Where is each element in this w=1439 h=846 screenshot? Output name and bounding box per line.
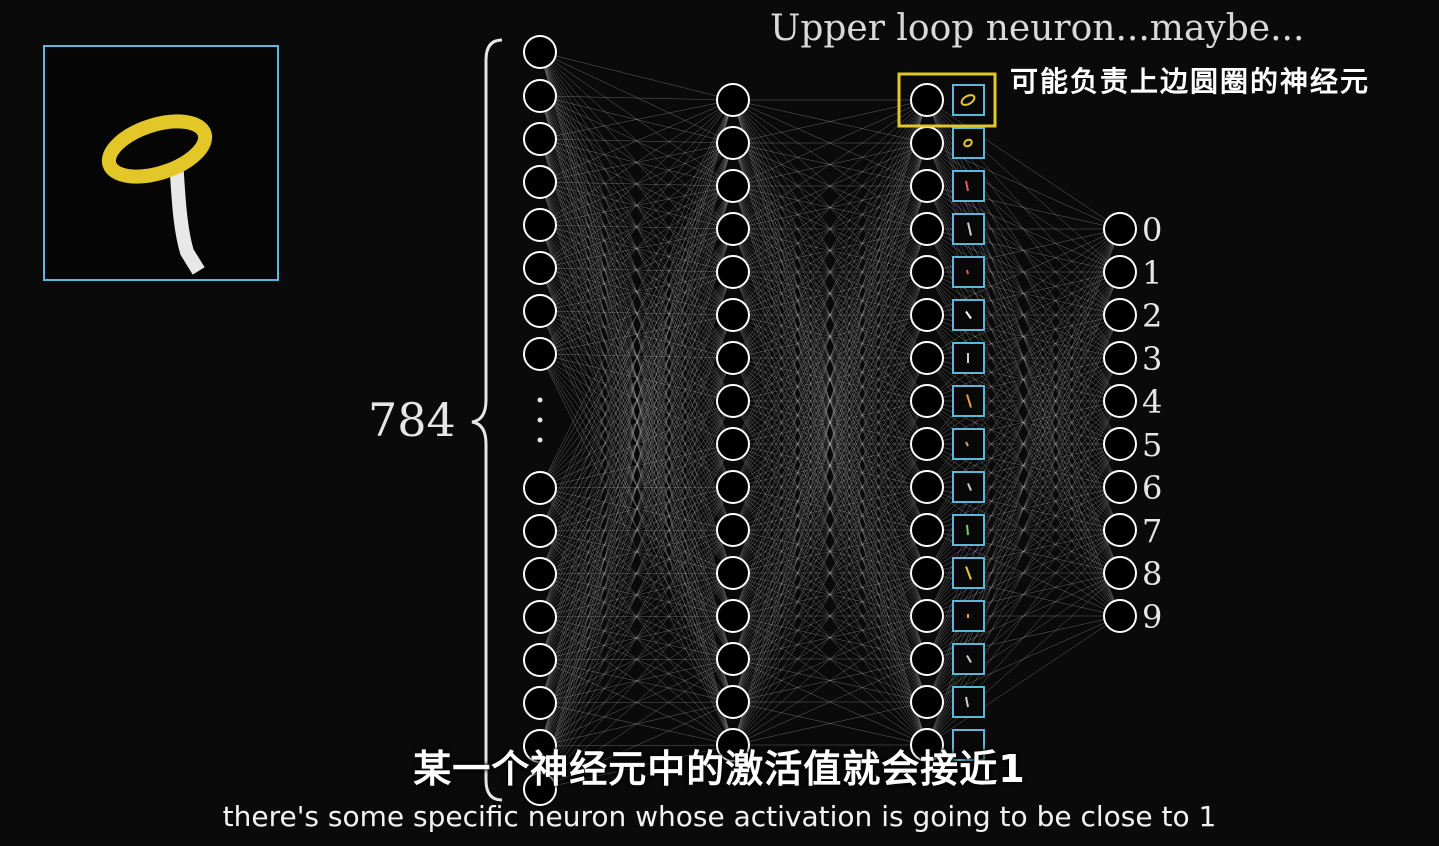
hidden1-neuron	[716, 169, 750, 203]
feature-thumbnail	[952, 170, 985, 202]
input-neuron	[523, 294, 557, 328]
hidden2-neuron	[910, 642, 944, 676]
input-neuron	[523, 208, 557, 242]
output-label: 6	[1142, 469, 1162, 507]
hidden1-neuron	[716, 513, 750, 547]
output-label: 4	[1142, 383, 1162, 421]
digit-nine-drawing	[101, 114, 213, 275]
input-digit-image	[43, 45, 279, 281]
hidden1-neuron	[716, 83, 750, 117]
input-neuron	[523, 122, 557, 156]
output-labels: 0 1 2 3 4 5 6 7 8 9	[1142, 211, 1162, 636]
output-neuron	[1103, 513, 1137, 547]
subtitle-en: there's some specific neuron whose activ…	[222, 800, 1217, 833]
output-neuron	[1103, 255, 1137, 289]
hidden1-neuron	[716, 470, 750, 504]
hidden2-neuron	[910, 126, 944, 160]
feature-thumbnail	[952, 471, 985, 503]
feature-thumbnail	[952, 643, 985, 675]
hidden2-neuron	[910, 427, 944, 461]
feature-thumbnail	[952, 686, 985, 718]
feature-thumbnail	[952, 342, 985, 374]
hidden2-neuron	[910, 556, 944, 590]
input-neuron	[523, 471, 557, 505]
output-label: 2	[1142, 297, 1162, 335]
input-neuron	[523, 643, 557, 677]
hidden2-neuron	[910, 83, 944, 117]
feature-thumbnail	[952, 256, 985, 288]
hidden2-neuron	[910, 599, 944, 633]
input-neuron	[523, 251, 557, 285]
feature-thumbnail	[952, 385, 985, 417]
hidden1-neuron	[716, 298, 750, 332]
feature-thumbnail	[952, 514, 985, 546]
feature-thumbnail	[952, 600, 985, 632]
hidden1-neuron	[716, 384, 750, 418]
hidden2-neuron	[910, 341, 944, 375]
output-neuron	[1103, 427, 1137, 461]
feature-thumbnail	[952, 729, 985, 761]
feature-thumbnail	[952, 428, 985, 460]
output-label: 3	[1142, 340, 1162, 378]
input-neuron	[523, 514, 557, 548]
hidden1-neuron	[716, 126, 750, 160]
hidden1-neuron	[716, 341, 750, 375]
input-neuron	[523, 337, 557, 371]
input-neuron	[523, 557, 557, 591]
highlight-box	[897, 72, 997, 128]
input-neuron	[523, 79, 557, 113]
ellipsis-dots	[537, 397, 543, 443]
hidden2-neuron	[910, 513, 944, 547]
feature-thumbnail	[952, 299, 985, 331]
output-label: 8	[1142, 555, 1162, 593]
output-label: 0	[1142, 211, 1162, 249]
output-label: 1	[1142, 254, 1162, 292]
hidden2-neuron	[910, 384, 944, 418]
input-neuron	[523, 35, 557, 69]
input-brace	[471, 38, 503, 802]
output-neuron	[1103, 384, 1137, 418]
output-neuron	[1103, 556, 1137, 590]
hidden1-neuron	[716, 728, 750, 762]
output-neuron	[1103, 599, 1137, 633]
connection-edges	[539, 51, 1121, 790]
input-neuron	[523, 772, 557, 806]
output-label: 9	[1142, 598, 1162, 636]
feature-thumbnail	[952, 127, 985, 159]
hidden2-neuron	[910, 685, 944, 719]
neuron-nodes	[523, 35, 1137, 806]
hidden1-neuron	[716, 599, 750, 633]
hidden2-neuron	[910, 298, 944, 332]
hidden1-neuron	[716, 556, 750, 590]
hidden1-neuron	[716, 212, 750, 246]
input-neuron	[523, 729, 557, 763]
output-neuron	[1103, 470, 1137, 504]
subtitle-zh: 某一个神经元中的激活值就会接近1	[413, 747, 1026, 791]
input-neuron	[523, 600, 557, 634]
feature-thumbnail	[952, 557, 985, 589]
hidden2-neuron	[910, 470, 944, 504]
annotation-title-zh: 可能负责上边圆圈的神经元	[1010, 65, 1371, 98]
hidden1-neuron	[716, 685, 750, 719]
feature-thumbnails	[952, 84, 985, 761]
output-label: 5	[1142, 426, 1162, 464]
hidden2-neuron	[910, 212, 944, 246]
hidden1-neuron	[716, 642, 750, 676]
hidden2-neuron	[910, 169, 944, 203]
feature-thumbnail	[952, 213, 985, 245]
output-neuron	[1103, 298, 1137, 332]
input-count-label: 784	[368, 393, 456, 447]
annotation-title-en: Upper loop neuron...maybe...	[770, 8, 1305, 49]
hidden1-neuron	[716, 255, 750, 289]
input-neuron	[523, 686, 557, 720]
output-label: 7	[1142, 512, 1162, 550]
hidden2-neuron	[910, 255, 944, 289]
feature-thumbnail	[952, 84, 985, 116]
hidden1-neuron	[716, 427, 750, 461]
output-neuron	[1103, 341, 1137, 375]
hidden2-neuron	[910, 728, 944, 762]
input-neuron	[523, 165, 557, 199]
output-neuron	[1103, 212, 1137, 246]
